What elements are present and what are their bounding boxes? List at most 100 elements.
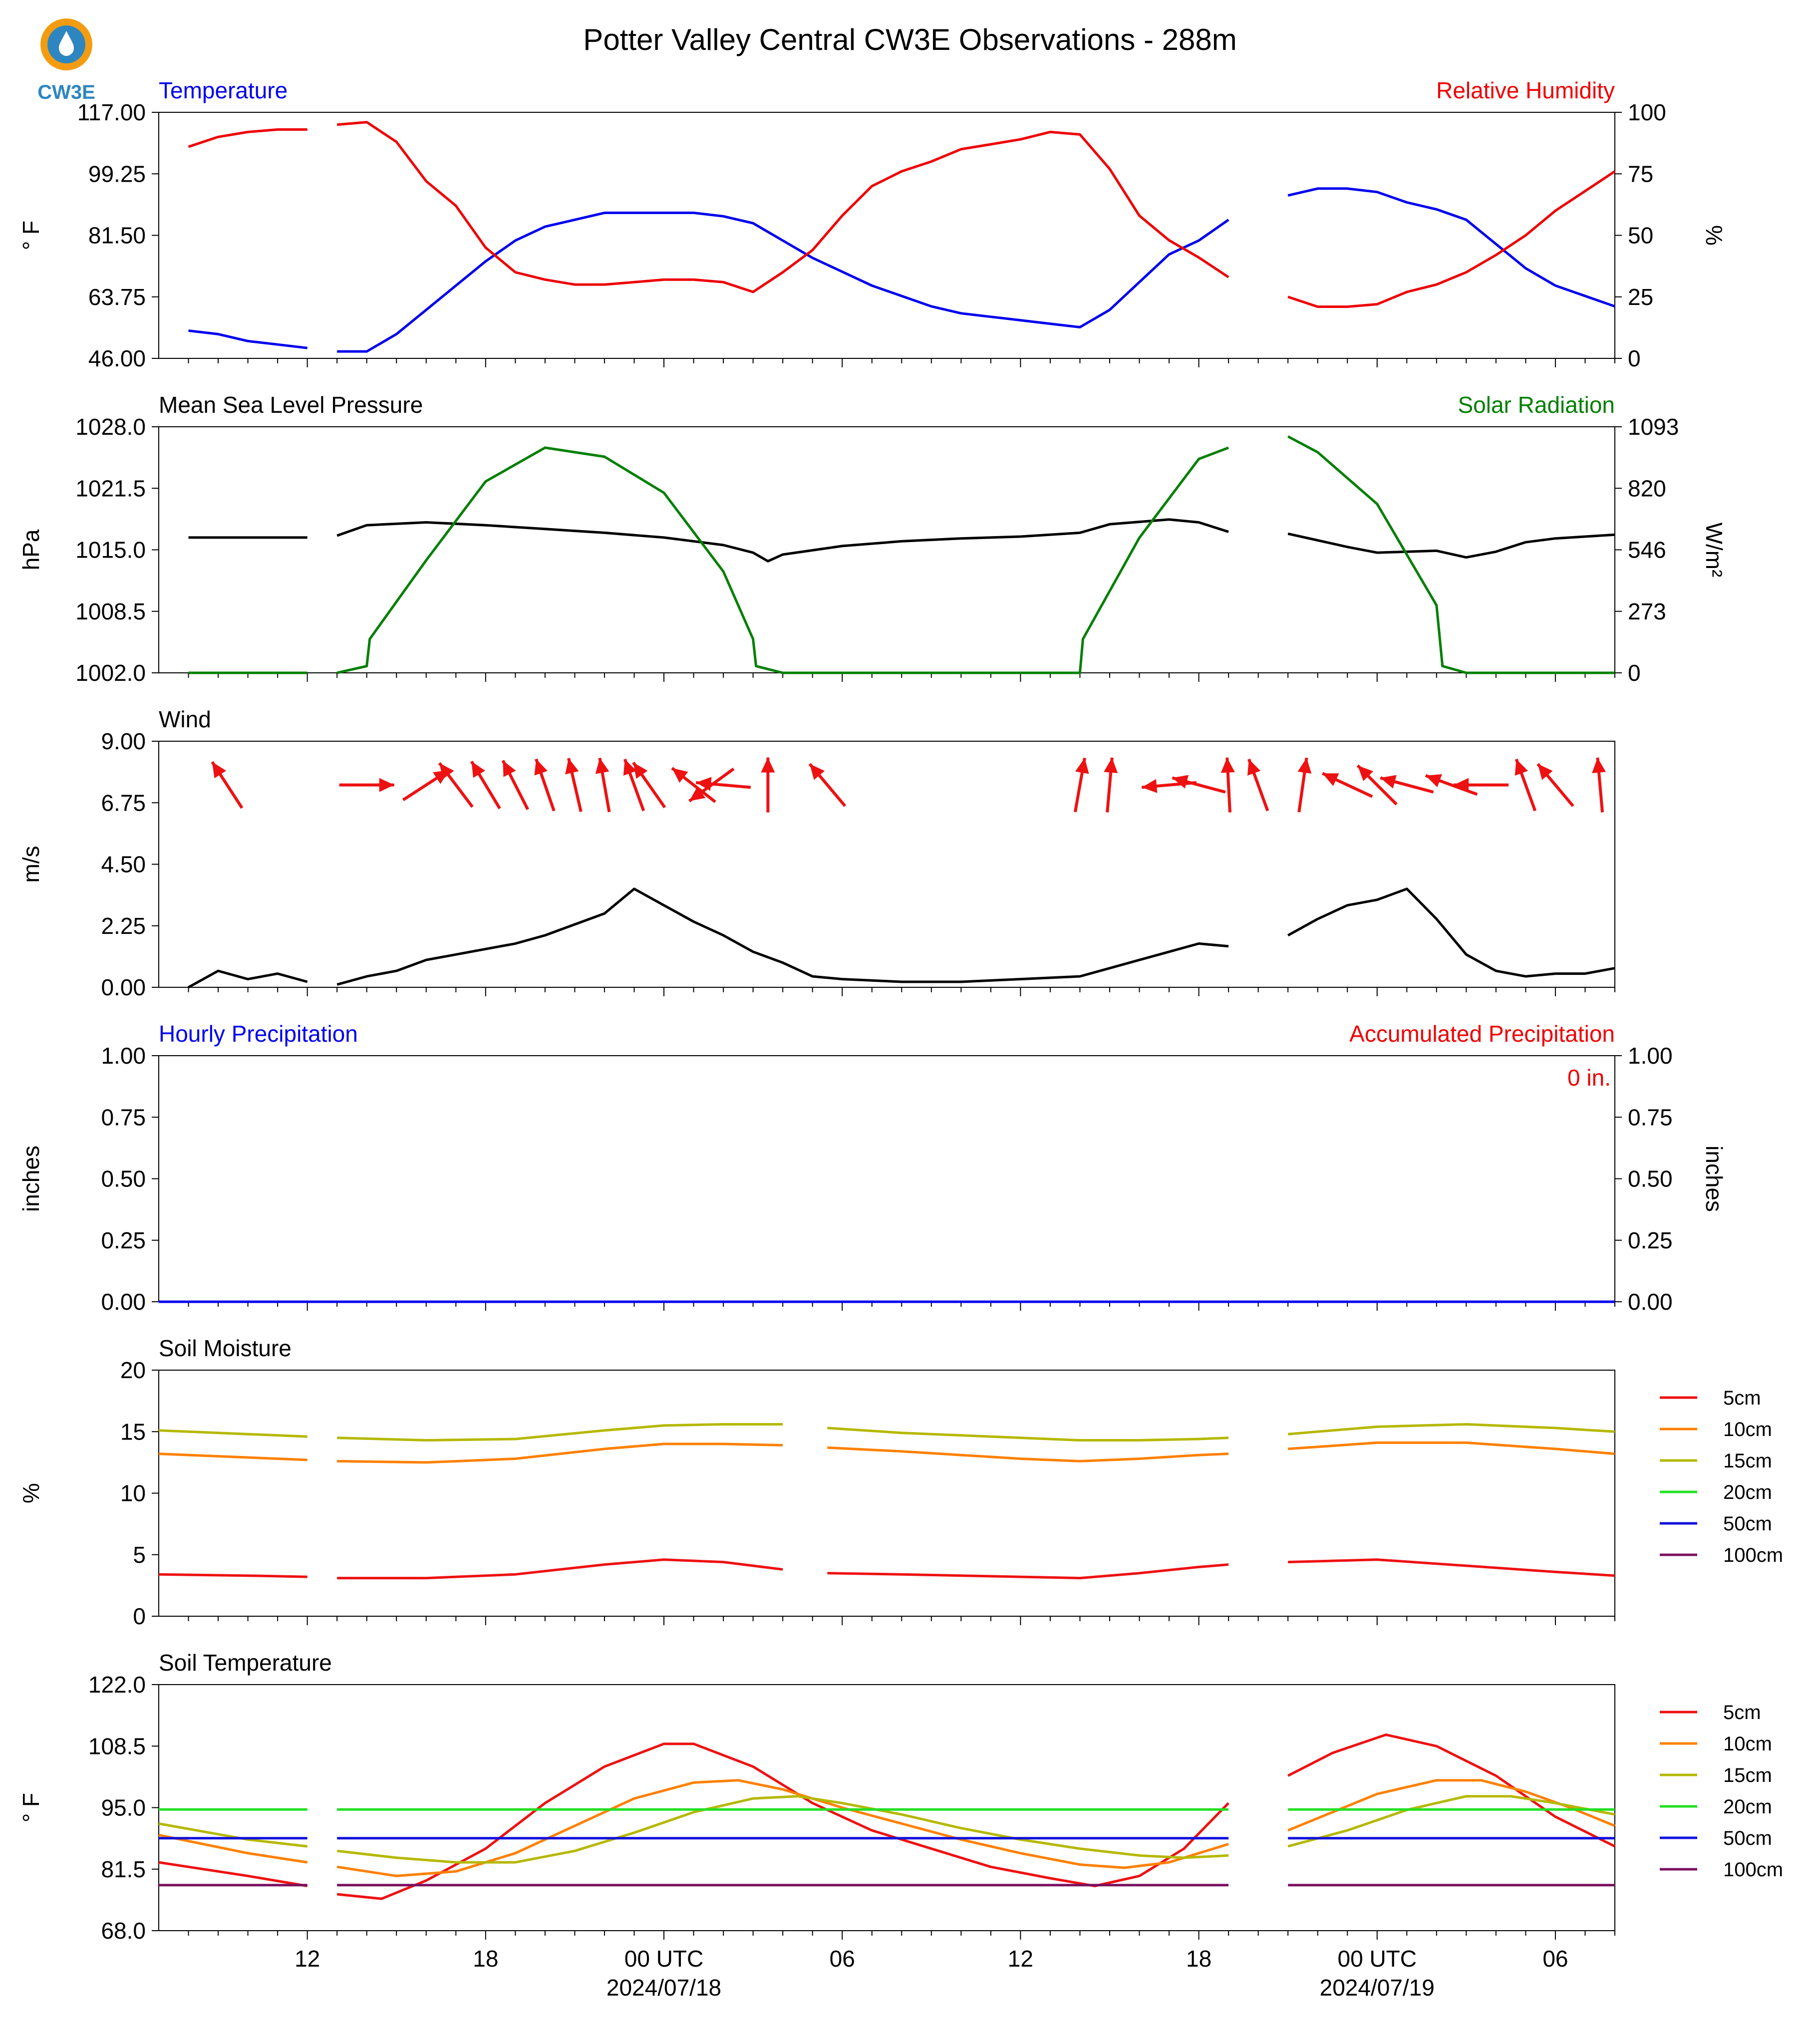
wind-arrow [1536, 763, 1574, 807]
legend-item-50cm: 50cm [1660, 1827, 1772, 1849]
y-tick-label: 1028.0 [75, 414, 146, 440]
wind-arrow [1356, 764, 1398, 806]
y-right-axis-label: inches [1701, 1146, 1727, 1212]
panels: 46.0063.7581.5099.25117.000255075100Temp… [18, 77, 1727, 1944]
y-tick-label: 0.25 [101, 1227, 146, 1253]
y-right-tick-label: 0 [1628, 345, 1641, 371]
x-tick-label: 06 [1542, 1946, 1568, 1972]
panel-soil_moisture: 0 5 10 15 20 Soil Moisture% [18, 1335, 1615, 1629]
y-axis-label: ° F [18, 1793, 44, 1822]
y-tick-label: 108.5 [88, 1733, 146, 1759]
y-right-tick-label: 273 [1628, 598, 1666, 624]
legend-item-15cm: 15cm [1660, 1764, 1772, 1786]
legend-item-10cm: 10cm [1660, 1419, 1772, 1441]
wind-arrow [623, 758, 645, 812]
y-tick-label: 117.00 [77, 99, 146, 125]
wind-arrow [1454, 778, 1509, 792]
y-axis-label: % [18, 1483, 44, 1503]
y-right-tick-label: 820 [1628, 475, 1666, 501]
y-tick-label: 81.5 [101, 1856, 146, 1882]
y-right-tick-label: 546 [1628, 537, 1666, 563]
wind-arrow [671, 767, 716, 803]
y-right-tick-label: 0 [1628, 660, 1641, 686]
x-date-label: 2024/07/18 [607, 1975, 721, 2001]
y-tick-label: 1015.0 [75, 537, 146, 563]
wind-arrow [211, 761, 244, 809]
wind-arrow [808, 763, 847, 807]
y-tick-label: 20 [120, 1357, 146, 1383]
y-tick-label: 6.75 [101, 790, 146, 816]
panel-precip: 0.00 0.25 0.50 0.75 1.00 0.00 0.25 0.50 0.75 1.00… [18, 1021, 1727, 1315]
y-tick-label: 0.00 [101, 1289, 146, 1315]
wind-arrow [1104, 757, 1118, 813]
series-line-solar [188, 435, 1615, 674]
wind-arrow [632, 761, 666, 809]
panel-soil_temperature: 68.0 81.5 95.0 108.5 122.0 Soil Temperature ° … [18, 1650, 1616, 1944]
panel-title-right: Solar Radiation [1458, 392, 1615, 418]
y-tick-label: 1021.5 [75, 475, 146, 501]
legend-item-100cm: 100cm [1660, 1859, 1783, 1881]
x-axis: 12 18 00 UTC 06 12 18 00 UTC 06 2024/07/18 2024/0… [295, 1946, 1568, 2001]
y-right-tick-label: 0.50 [1628, 1166, 1673, 1192]
panel-title-left: Wind [159, 706, 211, 732]
y-tick-label: 1.00 [101, 1043, 146, 1069]
wind-arrow [1073, 757, 1089, 813]
y-tick-label: 122.0 [88, 1672, 146, 1698]
wind-arrow [761, 757, 775, 813]
series-line-5cm [158, 1558, 1615, 1580]
y-tick-label: 0 [133, 1603, 146, 1629]
y-right-tick-label: 1093 [1628, 414, 1679, 440]
panel-title-left: Temperature [159, 77, 288, 103]
y-right-tick-label: 50 [1628, 223, 1653, 249]
wind-arrow [1380, 775, 1434, 794]
panel-temp_rh: 46.00 63.75 81.50 99.25 117.00 0 25 50 75 100 Temp… [18, 77, 1727, 371]
legend-label: 10cm [1723, 1419, 1772, 1441]
y-tick-label: 1002.0 [75, 660, 146, 686]
y-tick-label: 95.0 [101, 1795, 146, 1821]
y-right-tick-label: 100 [1628, 99, 1666, 125]
x-tick-label: 00 UTC [1338, 1946, 1417, 1972]
y-tick-label: 68.0 [101, 1918, 146, 1944]
y-right-tick-label: 25 [1628, 284, 1653, 310]
legend-label: 20cm [1723, 1796, 1772, 1818]
y-tick-label: 4.50 [101, 852, 146, 877]
panel-title-left: Hourly Precipitation [159, 1021, 358, 1047]
panel-title-right: Accumulated Precipitation [1349, 1021, 1615, 1047]
legend-label: 10cm [1723, 1733, 1772, 1755]
y-right-axis-label: % [1701, 225, 1727, 246]
y-right-tick-label: 75 [1628, 161, 1653, 187]
wind-arrow [470, 760, 501, 810]
legend-item-15cm: 15cm [1660, 1450, 1772, 1472]
panel-pressure_solar: 1002.0 1008.5 1015.0 1021.5 1028.0 0 273 546 820… [18, 392, 1727, 686]
legend-label: 100cm [1723, 1859, 1783, 1881]
legend-item-5cm: 5cm [1660, 1387, 1761, 1409]
wind-arrow [339, 778, 394, 792]
series-line-pressure [188, 518, 1615, 563]
y-tick-label: 9.00 [101, 728, 146, 754]
y-right-axis-label: W/m² [1701, 523, 1727, 578]
legend-label: 20cm [1723, 1481, 1772, 1503]
panel-title-left: Mean Sea Level Pressure [159, 392, 423, 418]
wind-arrow [1322, 772, 1373, 798]
legend-label: 15cm [1723, 1450, 1772, 1472]
y-tick-label: 81.50 [88, 223, 146, 249]
panel-title-right: Relative Humidity [1436, 77, 1615, 103]
y-right-tick-label: 0.25 [1628, 1227, 1673, 1253]
y-tick-label: 1008.5 [75, 598, 146, 624]
legend-item-5cm: 5cm [1660, 1702, 1761, 1724]
y-tick-label: 0.50 [101, 1166, 146, 1192]
x-tick-label: 18 [473, 1946, 498, 1972]
wind-arrow [1297, 757, 1312, 813]
panel-title-left: Soil Temperature [159, 1650, 332, 1676]
wind-arrow [1220, 757, 1235, 813]
y-axis-label: hPa [18, 529, 44, 570]
y-axis-label: ° F [18, 221, 44, 250]
y-tick-label: 2.25 [101, 913, 146, 939]
y-tick-label: 0.00 [101, 974, 146, 1000]
legend-label: 15cm [1723, 1764, 1772, 1786]
y-axis-label: m/s [18, 846, 44, 882]
x-tick-label: 18 [1186, 1946, 1212, 1972]
wind-arrow [565, 758, 583, 812]
